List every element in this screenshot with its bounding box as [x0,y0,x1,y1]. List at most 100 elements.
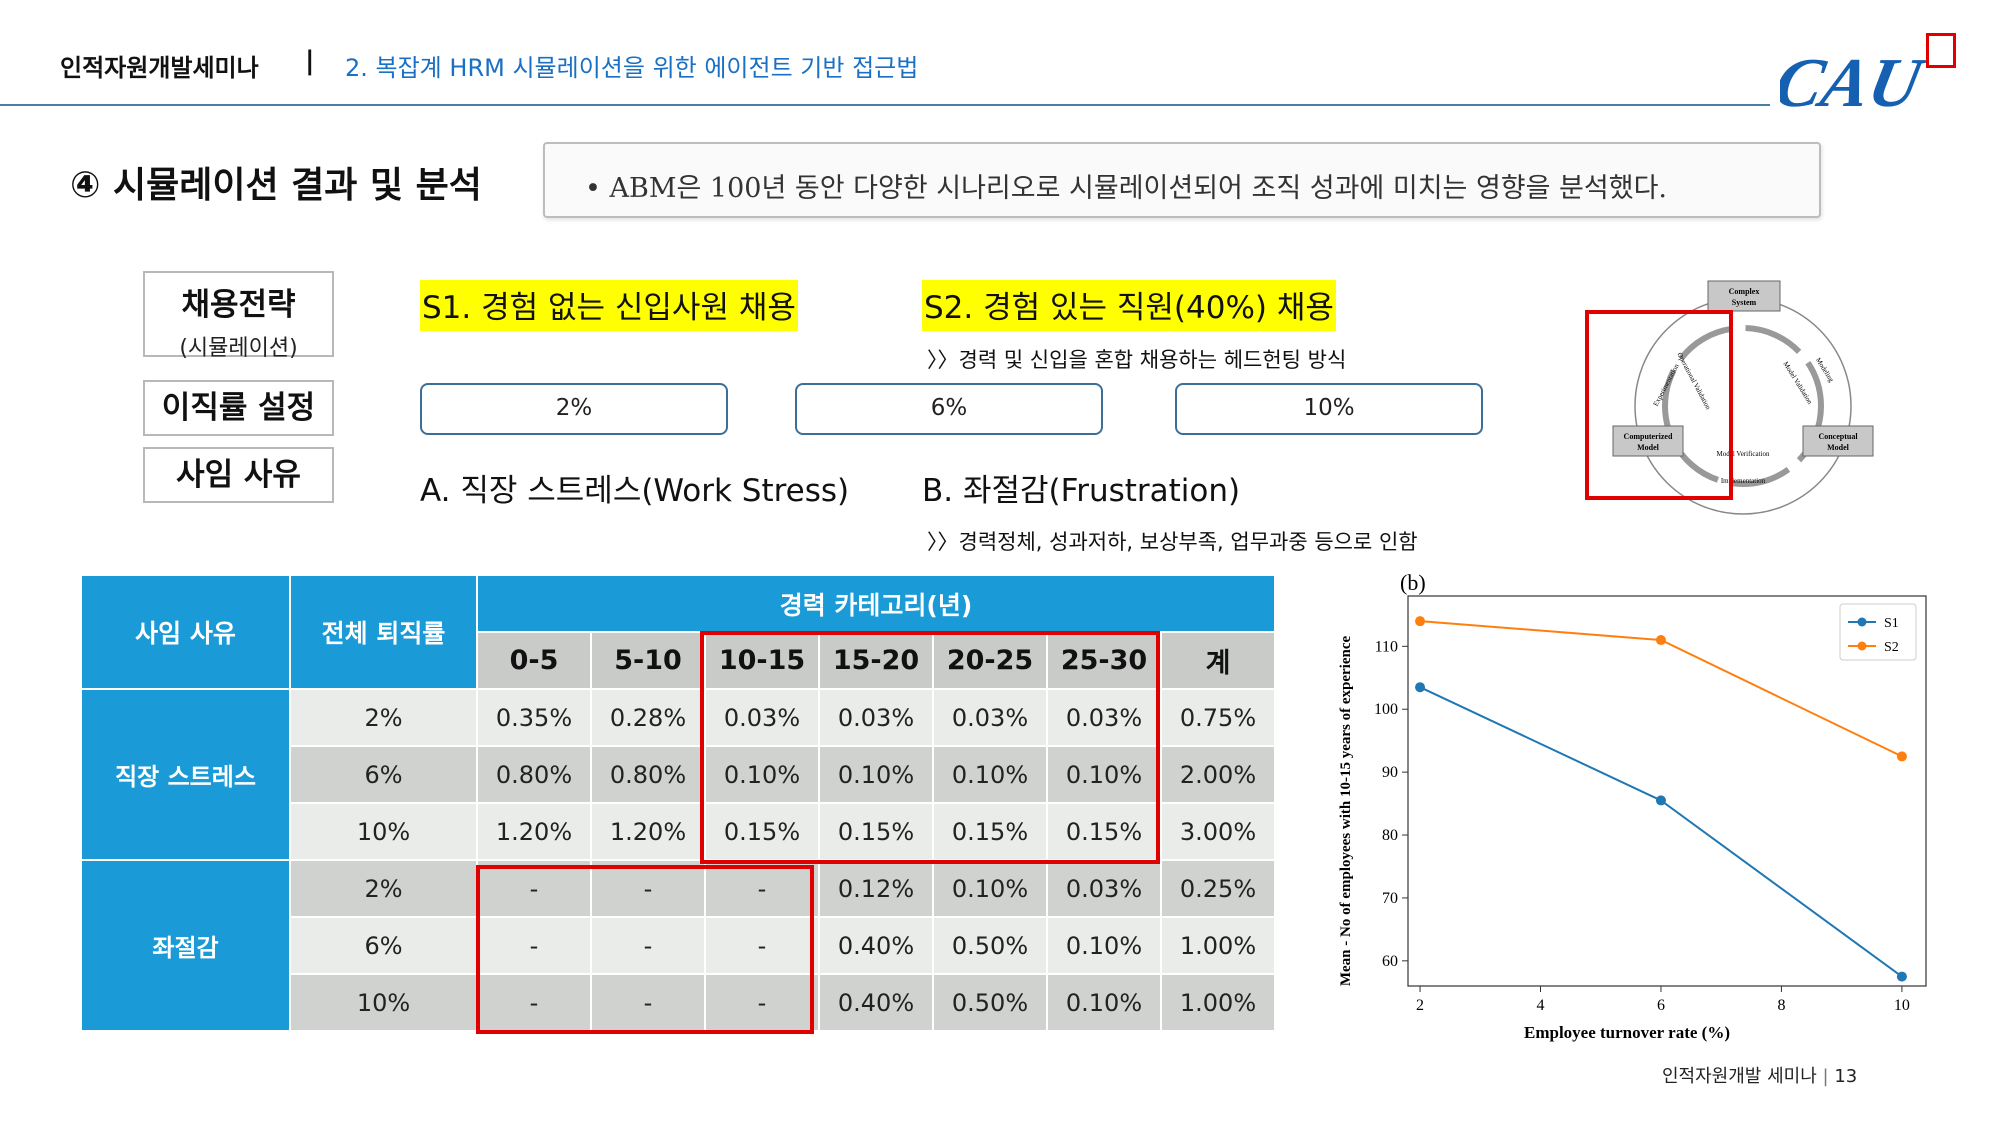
row-rate: 6% [289,745,478,804]
table-cell: - [704,973,820,1032]
data-point-s2 [1415,616,1426,627]
data-point-s1 [1655,795,1666,806]
row-rate: 10% [289,973,478,1032]
legend-marker-s2 [1857,641,1867,651]
y-axis-label: Mean - No of employees with 10-15 years … [1338,635,1354,986]
table-cell: 0.03% [818,688,934,747]
reason-b: B. 좌절감(Frustration) [922,473,1241,509]
header-separator: | [305,46,315,76]
table-cell: 0.12% [818,859,934,918]
footer: 인적자원개발 세미나 | 13 [1662,1062,1857,1088]
th-year: 5-10 [590,631,706,690]
th-year: 10-15 [704,631,820,690]
diagram-label-implementation: Implementation [1721,477,1766,485]
th-reason: 사임 사유 [80,574,291,690]
table-cell: 0.50% [932,916,1048,975]
table-cell: - [476,973,592,1032]
hiring-strategy-main: 채용전략 [181,287,296,323]
table-cell: 0.15% [704,802,820,861]
table-cell: 0.40% [818,916,934,975]
reason-a: A. 직장 스트레스(Work Stress) [420,473,850,509]
diagram-computerized-box [1612,425,1684,457]
hiring-strategy-label: 채용전략 (시뮬레이션) [143,271,334,361]
table-cell: 0.35% [476,688,592,747]
data-point-s1 [1896,971,1907,982]
table-cell: 0.10% [932,859,1048,918]
data-point-s1 [1415,682,1426,693]
table-cell: 0.03% [1046,859,1162,918]
row-rate: 10% [289,802,478,861]
diagram-complex-line1: Complex [1729,287,1760,296]
rate-box-2: 2% [420,383,728,435]
table-cell: 0.03% [704,688,820,747]
table-cell: 1.00% [1160,916,1276,975]
row-rate: 2% [289,859,478,918]
th-career: 경력 카테고리(년) [476,574,1276,633]
header-divider [0,104,1770,106]
table-cell: 2.00% [1160,745,1276,804]
chart-panel-label: (b) [1400,570,1426,595]
rate-box-10: 10% [1175,383,1483,435]
table-cell: 0.10% [1046,745,1162,804]
footer-text: 인적자원개발 세미나 [1662,1066,1817,1087]
group-name: 좌절감 [80,859,291,1032]
diagram-inner-arrows [1662,325,1824,487]
strategy-s2: S2. 경험 있는 직원(40%) 채용 [922,280,1336,331]
table-cell: 0.80% [476,745,592,804]
page-number: 13 [1834,1066,1858,1087]
footer-sep: | [1822,1066,1829,1087]
reason-note: 〉〉경력정체, 성과저하, 보상부족, 업무과중 등으로 인함 [927,530,1418,554]
reason-label: 사임 사유 [143,447,334,503]
table-cell: 0.40% [818,973,934,1032]
diagram-label-model-verification: Model Verification [1717,450,1770,458]
summary-text: • ABM은 100년 동안 다양한 시나리오로 시뮬레이션되어 조직 성과에 … [585,173,1667,204]
data-point-s2 [1896,751,1907,762]
th-year: 15-20 [818,631,934,690]
summary-box: • ABM은 100년 동안 다양한 시나리오로 시뮬레이션되어 조직 성과에 … [543,142,1821,218]
table-row: 직장 스트레스 2% 0.35% 0.28% 0.03% 0.03% 0.03% 0.03% 0… [80,688,1276,861]
turnover-label: 이직률 설정 [143,380,334,436]
turnover-line-chart: (b) 2 4 6 8 10 60 70 80 90 100 110 Employee turnover… [1338,570,1927,1042]
table-cell: 0.10% [1046,916,1162,975]
y-tick-label: 110 [1375,638,1398,655]
x-axis-label: Employee turnover rate (%) [1524,1023,1730,1042]
table-cell: 3.00% [1160,802,1276,861]
table-cell: 1.20% [590,802,706,861]
legend-box [1839,603,1917,661]
table-cell: 0.03% [1046,688,1162,747]
table-cell: 0.28% [590,688,706,747]
header-title: 인적자원개발세미나 [60,54,259,82]
diagram-complex-line2: System [1732,298,1757,307]
group-name: 직장 스트레스 [80,688,291,861]
diagram-conceptual-line2: Model [1827,443,1850,452]
table-cell: - [704,859,820,918]
diagram-highlight-box [1585,310,1733,500]
cau-logo-icon: CAU [1780,45,1932,122]
th-total: 전체 퇴직률 [289,574,478,690]
table-cell: 0.10% [932,745,1048,804]
table-cell: 0.25% [1160,859,1276,918]
table-cell: - [476,859,592,918]
y-tick-label: 60 [1382,953,1398,970]
logo-highlight-box [1926,33,1956,68]
table-row: 좌절감 2% - - -0.12% 0.10% 0.03% 0.25% [80,859,1276,1032]
table-cell: 0.15% [932,802,1048,861]
x-tick-label: 8 [1777,997,1785,1014]
diagram-computerized-line2: Model [1637,443,1660,452]
table-cell: - [590,859,706,918]
table-cell: 0.10% [1046,973,1162,1032]
diagram-conceptual-box [1802,425,1874,457]
table-cell: - [590,916,706,975]
table-cell: 0.10% [704,745,820,804]
table-cell: 0.15% [818,802,934,861]
strategy-s2-note: 〉〉경력 및 신입을 혼합 채용하는 헤드헌팅 방식 [927,348,1347,372]
table-cell: 1.20% [476,802,592,861]
legend-label-s1: S1 [1884,616,1899,631]
th-year: 20-25 [932,631,1048,690]
table-cell: 0.15% [1046,802,1162,861]
table-cell: 0.50% [932,973,1048,1032]
header-subtitle: 2. 복잡계 HRM 시뮬레이션을 위한 에이전트 기반 접근법 [345,54,919,82]
table-cell: - [704,916,820,975]
data-point-s2 [1655,635,1666,646]
diagram-complex-box [1707,280,1781,312]
